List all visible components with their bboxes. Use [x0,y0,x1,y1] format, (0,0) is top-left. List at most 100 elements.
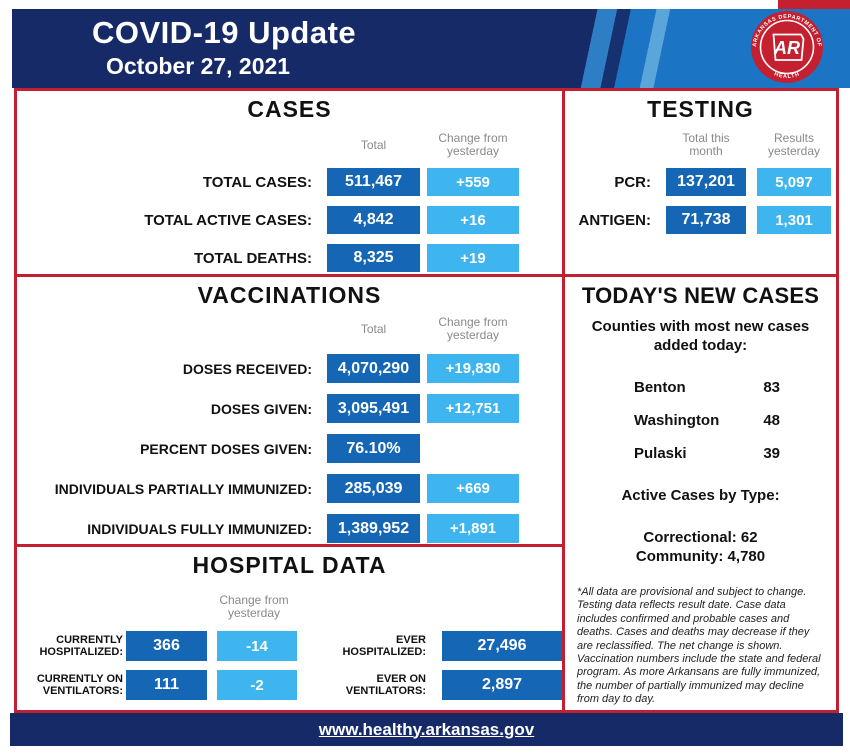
vaccinations-title: VACCINATIONS [197,282,382,308]
list-item: Pulaski 39 [565,442,836,464]
change-value-box: +1,891 [427,514,519,543]
vaccinations-rows: DOSES RECEIVED: 4,070,290 +19,830 DOSES … [17,354,562,554]
total-value-box: 76.10% [327,434,420,463]
table-row: DOSES RECEIVED: 4,070,290 +19,830 [17,354,562,383]
top-corner-red-band [778,0,850,9]
table-row: TOTAL DEATHS: 8,325 +19 [17,244,562,272]
row-label: TOTAL DEATHS: [193,249,312,267]
total-value-box: 366 [126,631,207,661]
active-cases-values: Correctional: 62 Community: 4,780 [565,528,836,566]
footer-bar: www.healthy.arkansas.gov [10,713,843,746]
table-row: INDIVIDUALS PARTIALLY IMMUNIZED: 285,039… [17,474,562,503]
total-value-box: 4,842 [327,206,420,234]
cases-title: CASES [247,96,332,122]
total-value-box: 71,738 [666,206,746,234]
hospital-rows: CURRENTLY HOSPITALIZED: 366 -14 EVER HOS… [17,631,562,709]
change-value-box: +12,751 [427,394,519,423]
table-row: PERCENT DOSES GIVEN: 76.10% [17,434,562,463]
change-value-box: +19,830 [427,354,519,383]
new-cases-title: TODAY'S NEW CASES [581,283,820,308]
county-list: Benton 83 Washington 48 Pulaski 39 [565,376,836,475]
total-value-box: 1,389,952 [327,514,420,543]
panel-vaccinations: VACCINATIONS Total Change from yesterday… [14,274,565,547]
row-label: INDIVIDUALS PARTIALLY IMMUNIZED: [54,480,312,497]
row-label: INDIVIDUALS FULLY IMMUNIZED: [87,520,312,537]
logo-arc-bottom-text: HEALTH [773,71,800,80]
row-label: PCR: [614,173,651,191]
list-item: Washington 48 [565,409,836,431]
county-value: 39 [763,444,780,462]
logo-center-text: AR [773,38,800,58]
change-value-box: 1,301 [757,206,831,234]
active-cases-by-type-title: Active Cases by Type: [621,487,780,504]
table-row: TOTAL CASES: 511,467 +559 [17,168,562,196]
table-row: INDIVIDUALS FULLY IMMUNIZED: 1,389,952 +… [17,514,562,543]
row-label: ANTIGEN: [578,211,652,229]
change-value-box: +559 [427,168,519,196]
cases-column-header-change: Change from yesterday [438,131,508,158]
total-value-box: 111 [126,670,207,700]
county-value: 48 [763,411,780,429]
total-value-box: 511,467 [327,168,420,196]
county-name: Benton [634,378,686,396]
total-value-box: 285,039 [327,474,420,503]
total-value-box: 8,325 [327,244,420,272]
panel-hospital-data: HOSPITAL DATA Change from yesterday CURR… [14,544,565,713]
table-row: CURRENTLY HOSPITALIZED: 366 -14 EVER HOS… [17,631,562,661]
svg-text:HEALTH: HEALTH [773,71,801,80]
panel-testing: TESTING Total this month Results yesterd… [562,88,839,277]
report-date: October 27, 2021 [106,53,291,79]
change-value-box: -14 [217,631,297,661]
cases-column-header-total: Total [360,138,387,152]
change-value-box: 5,097 [757,168,831,196]
county-value: 83 [763,378,780,396]
header-banner: COVID-19 Update October 27, 2021 ARKANSA… [12,9,850,88]
change-value-box: +19 [427,244,519,272]
hospital-column-header-change: Change from yesterday [219,593,289,620]
total-value-box: 137,201 [666,168,746,196]
testing-column-header-results: Results yesterday [767,131,821,158]
arkansas-department-of-health-logo-icon: ARKANSAS DEPARTMENT OF HEALTH AR [751,11,823,83]
testing-rows: PCR: 137,201 5,097 ANTIGEN: 71,738 1,301 [565,168,836,244]
change-value-box: +669 [427,474,519,503]
table-row: PCR: 137,201 5,097 [565,168,836,196]
row-label: TOTAL ACTIVE CASES: [144,211,312,229]
panel-cases: CASES Total Change from yesterday TOTAL … [14,88,565,277]
list-item: Benton 83 [565,376,836,398]
table-row: DOSES GIVEN: 3,095,491 +12,751 [17,394,562,423]
row-label: EVER HOSPITALIZED: [342,633,426,659]
arkansas-state-outline-icon [772,33,805,61]
panel-todays-new-cases: TODAY'S NEW CASES Counties with most new… [562,274,839,713]
row-label: CURRENTLY ON VENTILATORS: [36,672,123,698]
total-value-box: 3,095,491 [327,394,420,423]
change-value-box: -2 [217,670,297,700]
new-cases-subtitle: Counties with most new cases added today… [591,318,810,354]
change-value-box: +16 [427,206,519,234]
testing-column-header-total: Total this month [682,131,730,158]
total-value-box: 27,496 [442,631,562,661]
total-value-box: 4,070,290 [327,354,420,383]
active-cases-community: Community: 4,780 [635,548,766,565]
page-title: COVID-19 Update [92,15,357,50]
table-row: CURRENTLY ON VENTILATORS: 111 -2 EVER ON… [17,670,562,700]
row-label: CURRENTLY HOSPITALIZED: [39,633,123,659]
table-row: TOTAL ACTIVE CASES: 4,842 +16 [17,206,562,234]
footnote-disclaimer: *All data are provisional and subject to… [577,586,821,706]
row-label: TOTAL CASES: [202,173,312,191]
hospital-title: HOSPITAL DATA [192,552,387,578]
row-label: EVER ON VENTILATORS: [345,672,426,698]
table-row: ANTIGEN: 71,738 1,301 [565,206,836,234]
testing-title: TESTING [647,96,754,122]
cases-rows: TOTAL CASES: 511,467 +559 TOTAL ACTIVE C… [17,168,562,282]
vaccinations-column-header-change: Change from yesterday [438,315,508,342]
row-label: DOSES RECEIVED: [182,360,312,377]
row-label: PERCENT DOSES GIVEN: [140,440,312,457]
health-website-link[interactable]: www.healthy.arkansas.gov [318,719,535,739]
vaccinations-column-header-total: Total [360,322,387,336]
row-label: DOSES GIVEN: [210,400,312,417]
county-name: Washington [634,411,720,429]
county-name: Pulaski [634,444,687,462]
total-value-box: 2,897 [442,670,562,700]
active-cases-correctional: Correctional: 62 [643,529,758,546]
